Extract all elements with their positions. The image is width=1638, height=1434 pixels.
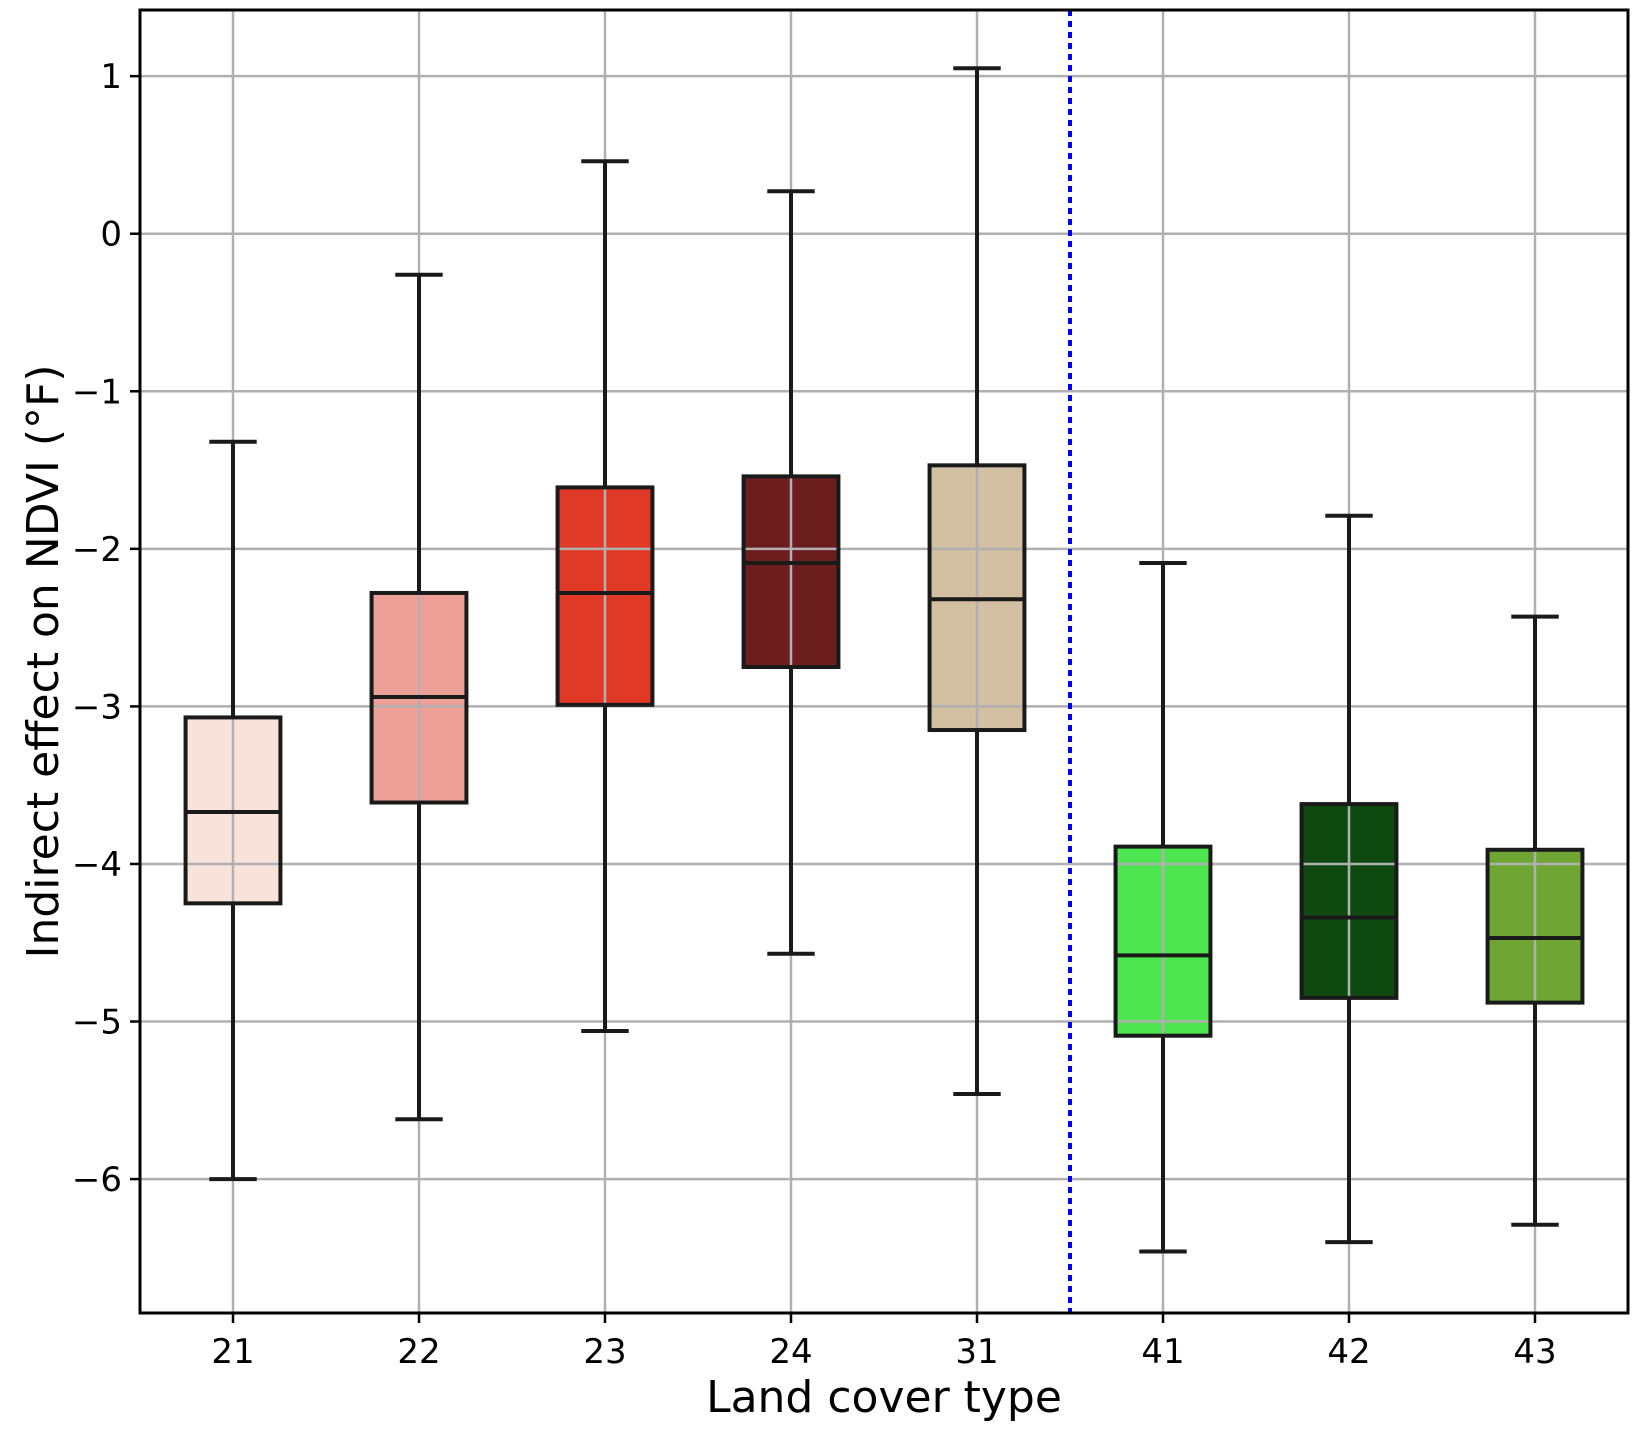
x-tick-label: 21 — [211, 1332, 254, 1372]
y-tick-label: 1 — [100, 57, 122, 97]
box-41 — [1113, 561, 1213, 1254]
box-21 — [183, 439, 283, 1182]
x-tick-label: 31 — [955, 1332, 998, 1372]
box-23 — [555, 159, 655, 1033]
axis-ticks: −6 −5 −4 −3 −2 −1 0 1 21 22 23 24 31 41 42 43 — [72, 57, 1557, 1372]
y-tick-label: −3 — [72, 687, 122, 727]
box-outline — [1485, 847, 1585, 1005]
box-24 — [741, 189, 841, 956]
box-22 — [369, 272, 469, 1122]
box-outline — [1113, 844, 1213, 1038]
x-tick-label: 41 — [1141, 1332, 1184, 1372]
plot-frame — [138, 8, 1630, 1315]
y-tick-label: 0 — [100, 215, 122, 255]
y-tick-label: −4 — [72, 845, 122, 885]
x-tick-label: 23 — [583, 1332, 626, 1372]
grid-lines — [140, 10, 1628, 1313]
y-tick-label: −1 — [72, 372, 122, 412]
box-42 — [1299, 513, 1399, 1245]
box-outline — [1299, 802, 1399, 1000]
y-axis-label: Indirect effect on NDVI (°F) — [18, 364, 69, 958]
box-outline — [555, 485, 655, 707]
x-tick-label: 24 — [769, 1332, 812, 1372]
x-tick-label: 22 — [397, 1332, 440, 1372]
x-tick-label: 42 — [1327, 1332, 1370, 1372]
x-axis-label: Land cover type — [706, 1372, 1062, 1423]
y-tick-label: −6 — [72, 1160, 122, 1200]
y-tick-label: −2 — [72, 530, 122, 570]
box-43 — [1485, 614, 1585, 1227]
y-tick-label: −5 — [72, 1003, 122, 1043]
box-31 — [927, 66, 1027, 1096]
box-outline — [741, 474, 841, 670]
boxes — [183, 66, 1585, 1254]
x-tick-label: 43 — [1513, 1332, 1556, 1372]
